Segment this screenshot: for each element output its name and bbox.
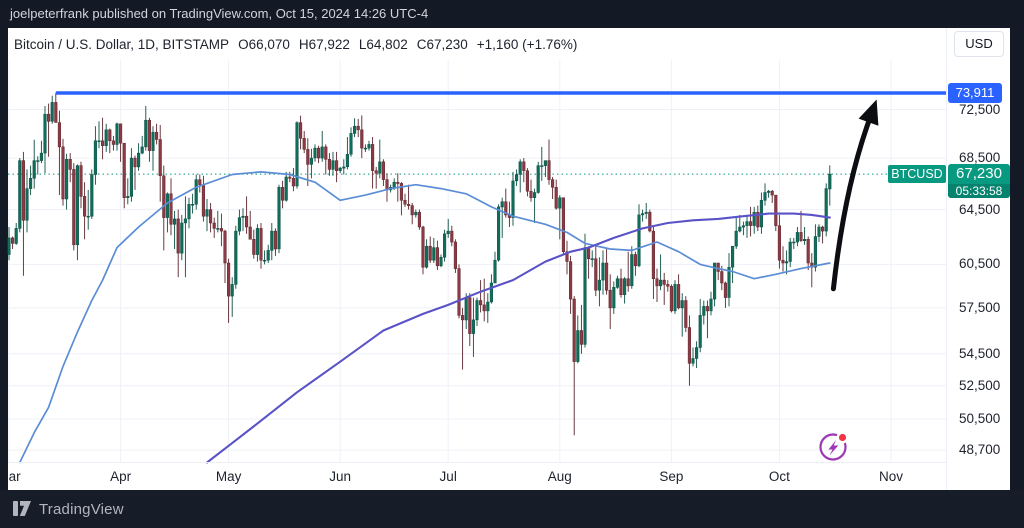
price-tick-label: 54,500 (959, 345, 1001, 361)
horizontal-line-price-label: 73,911 (948, 83, 1002, 103)
candlestick-series (7, 93, 832, 436)
month-tick-label: Oct (768, 469, 790, 484)
notification-dot (838, 433, 847, 442)
price-tick-label: 72,500 (959, 101, 1001, 117)
month-tick-label: Jul (439, 469, 457, 484)
last-price-label: 67,230 05:33:58 (948, 164, 1010, 199)
month-tick-label: Sep (659, 469, 684, 484)
currency-unit-button[interactable]: USD (954, 31, 1004, 57)
trend-arrow (830, 99, 879, 292)
ohlc-high: H67,922 (298, 36, 350, 52)
ohlc-open: O66,070 (238, 36, 290, 52)
ma-slow-line (205, 212, 831, 464)
time-axis[interactable]: Mar Apr May Jun Jul Aug Sep Oct Nov (8, 462, 946, 491)
right-edge-strip (1010, 28, 1024, 490)
price-tick-label: 50,500 (959, 411, 1001, 427)
footer-bar (0, 490, 1024, 528)
price-tick-label: 64,500 (959, 201, 1001, 217)
price-tick-label: 68,500 (959, 150, 1001, 166)
ohlc-close: C67,230 (416, 36, 468, 52)
month-tick-label: Mar (8, 469, 21, 484)
last-price-value: 67,230 (956, 165, 1002, 183)
month-tick-label: Jun (329, 469, 352, 484)
month-tick-label: Nov (878, 469, 904, 484)
symbol-header: Bitcoin / U.S. Dollar, 1D, BITSTAMP O66,… (14, 28, 577, 60)
flash-reaction-icon[interactable] (814, 428, 852, 466)
price-axis[interactable]: USD 73,911 67,230 05:33:58 72,500 68,500 6… (946, 28, 1011, 490)
bar-countdown: 05:33:58 (948, 184, 1010, 199)
price-tick-label: 48,700 (959, 442, 1001, 458)
lightning-bolt-icon (828, 440, 839, 456)
flash-circle (819, 433, 847, 461)
attribution-bar: joelpeterfrank published on TradingView.… (0, 0, 1024, 28)
left-edge-strip (0, 28, 8, 490)
attribution-text: joelpeterfrank published on TradingView.… (10, 6, 429, 21)
month-tick-label: May (215, 469, 242, 484)
tradingview-logo[interactable]: TradingView (13, 498, 124, 520)
month-tick-label: Aug (547, 469, 572, 484)
month-tick-label: Apr (110, 469, 132, 484)
price-tick-label: 52,500 (959, 377, 1001, 393)
tradingview-brand-text: TradingView (39, 500, 124, 518)
price-tick-label: 60,500 (959, 256, 1001, 272)
symbol-title: Bitcoin / U.S. Dollar, 1D, BITSTAMP (14, 36, 230, 52)
chart-surface (0, 28, 1010, 490)
tradingview-glyph-icon (13, 501, 31, 516)
ohlc-low: L64,802 (358, 36, 408, 52)
price-tick-label: 57,500 (959, 299, 1001, 315)
price-change: +1,160 (+1.76%) (476, 36, 578, 52)
ma-fast-line (18, 171, 831, 464)
symbol-price-tag: BTCUSD (888, 165, 946, 184)
